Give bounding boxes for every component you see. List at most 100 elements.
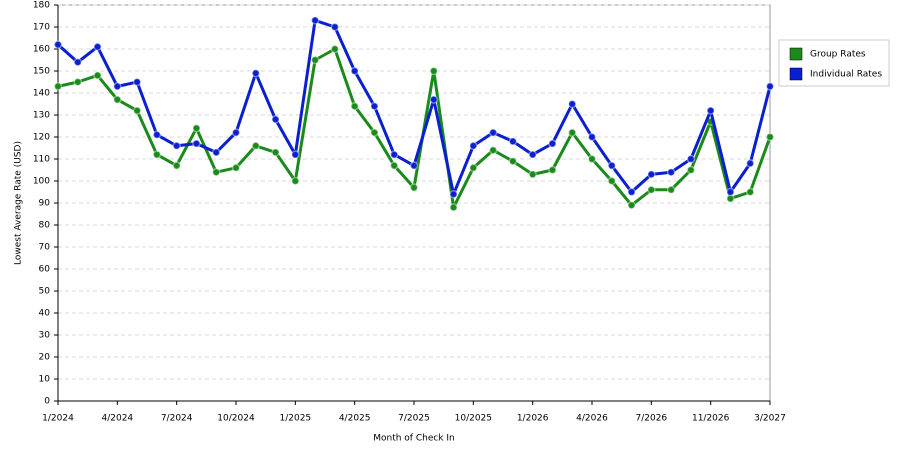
data-point bbox=[113, 95, 122, 104]
y-tick-label: 0 bbox=[44, 397, 50, 407]
data-point bbox=[627, 200, 636, 210]
data-point bbox=[469, 141, 478, 151]
y-tick-label: 140 bbox=[33, 89, 50, 99]
data-point bbox=[449, 189, 458, 199]
x-tick-label: 10/2025 bbox=[455, 414, 492, 424]
data-point bbox=[429, 95, 439, 104]
data-point bbox=[528, 170, 537, 179]
data-point bbox=[567, 99, 577, 109]
data-point bbox=[192, 123, 201, 133]
y-tick-label: 20 bbox=[39, 353, 51, 363]
data-point bbox=[647, 185, 656, 195]
data-point bbox=[666, 185, 676, 195]
y-axis-label: Lowest Average Rate (USD) bbox=[14, 141, 24, 265]
data-point bbox=[251, 141, 261, 151]
legend-label: Individual Rates bbox=[810, 70, 882, 80]
data-point bbox=[765, 82, 775, 91]
data-point bbox=[587, 154, 597, 164]
data-point bbox=[370, 101, 379, 111]
data-point bbox=[251, 68, 261, 78]
data-point bbox=[765, 132, 775, 142]
data-point bbox=[310, 16, 320, 25]
data-point bbox=[469, 163, 478, 173]
x-tick-label: 7/2024 bbox=[161, 414, 193, 424]
x-tick-label: 1/2025 bbox=[279, 414, 311, 424]
data-point bbox=[686, 165, 696, 175]
data-point bbox=[627, 187, 636, 197]
data-point bbox=[647, 170, 656, 179]
data-point bbox=[132, 106, 142, 115]
data-point bbox=[528, 150, 537, 159]
data-point bbox=[409, 183, 419, 192]
y-tick-label: 70 bbox=[39, 243, 51, 253]
x-tick-label: 1/2024 bbox=[42, 414, 74, 424]
data-point bbox=[231, 128, 241, 137]
y-tick-label: 120 bbox=[33, 133, 50, 143]
x-axis-label: Month of Check In bbox=[373, 434, 455, 444]
x-tick-label: 11/2026 bbox=[692, 414, 730, 424]
data-point bbox=[93, 71, 102, 80]
data-point bbox=[330, 22, 340, 32]
legend-swatch bbox=[789, 47, 803, 61]
y-tick-label: 60 bbox=[39, 265, 51, 275]
x-tick-label: 10/2024 bbox=[217, 414, 255, 424]
x-tick-label: 7/2025 bbox=[398, 414, 430, 424]
data-point bbox=[53, 40, 63, 49]
y-tick-label: 150 bbox=[33, 67, 50, 77]
legend-label: Group Rates bbox=[810, 50, 866, 60]
data-point bbox=[607, 176, 617, 186]
y-tick-label: 10 bbox=[39, 375, 51, 385]
y-tick-label: 130 bbox=[33, 111, 50, 121]
data-point bbox=[666, 167, 676, 177]
data-point bbox=[488, 145, 498, 155]
data-point bbox=[172, 161, 181, 170]
data-point bbox=[686, 154, 696, 164]
y-tick-label: 30 bbox=[39, 331, 51, 341]
legend-swatch bbox=[789, 67, 803, 81]
data-point bbox=[192, 139, 201, 148]
data-point bbox=[330, 44, 340, 54]
data-point bbox=[745, 187, 755, 197]
data-point bbox=[231, 163, 241, 173]
data-point bbox=[211, 148, 221, 157]
x-tick-label: 7/2026 bbox=[635, 414, 667, 424]
data-point bbox=[370, 128, 379, 137]
data-point bbox=[172, 141, 181, 151]
data-point bbox=[607, 161, 617, 170]
data-point bbox=[271, 115, 280, 124]
y-tick-label: 80 bbox=[39, 221, 51, 231]
data-point bbox=[152, 150, 162, 159]
y-tick-label: 180 bbox=[33, 1, 50, 11]
x-tick-label: 1/2026 bbox=[517, 414, 549, 424]
y-tick-label: 170 bbox=[33, 23, 50, 33]
data-point bbox=[488, 128, 498, 137]
data-point bbox=[152, 130, 162, 140]
x-tick-label: 4/2024 bbox=[101, 414, 133, 424]
data-point bbox=[93, 42, 102, 52]
y-tick-label: 100 bbox=[33, 177, 50, 187]
y-tick-label: 40 bbox=[39, 309, 51, 319]
data-point bbox=[726, 187, 735, 197]
data-point bbox=[745, 159, 755, 168]
data-point bbox=[548, 139, 557, 148]
data-point bbox=[113, 82, 122, 91]
data-point bbox=[449, 203, 458, 212]
y-tick-label: 50 bbox=[39, 287, 51, 297]
data-point bbox=[706, 106, 715, 115]
data-point bbox=[548, 165, 557, 175]
data-point bbox=[409, 161, 419, 170]
data-point bbox=[508, 156, 518, 166]
data-point bbox=[350, 101, 359, 111]
data-point bbox=[389, 150, 399, 159]
data-point bbox=[429, 66, 439, 76]
y-tick-label: 110 bbox=[33, 155, 50, 165]
x-tick-label: 4/2026 bbox=[576, 414, 608, 424]
y-tick-label: 160 bbox=[33, 45, 50, 55]
data-point bbox=[508, 137, 518, 146]
data-point bbox=[587, 132, 597, 142]
data-point bbox=[310, 55, 320, 65]
data-point bbox=[73, 77, 83, 87]
data-point bbox=[350, 66, 359, 76]
x-tick-label: 3/2027 bbox=[754, 414, 786, 424]
